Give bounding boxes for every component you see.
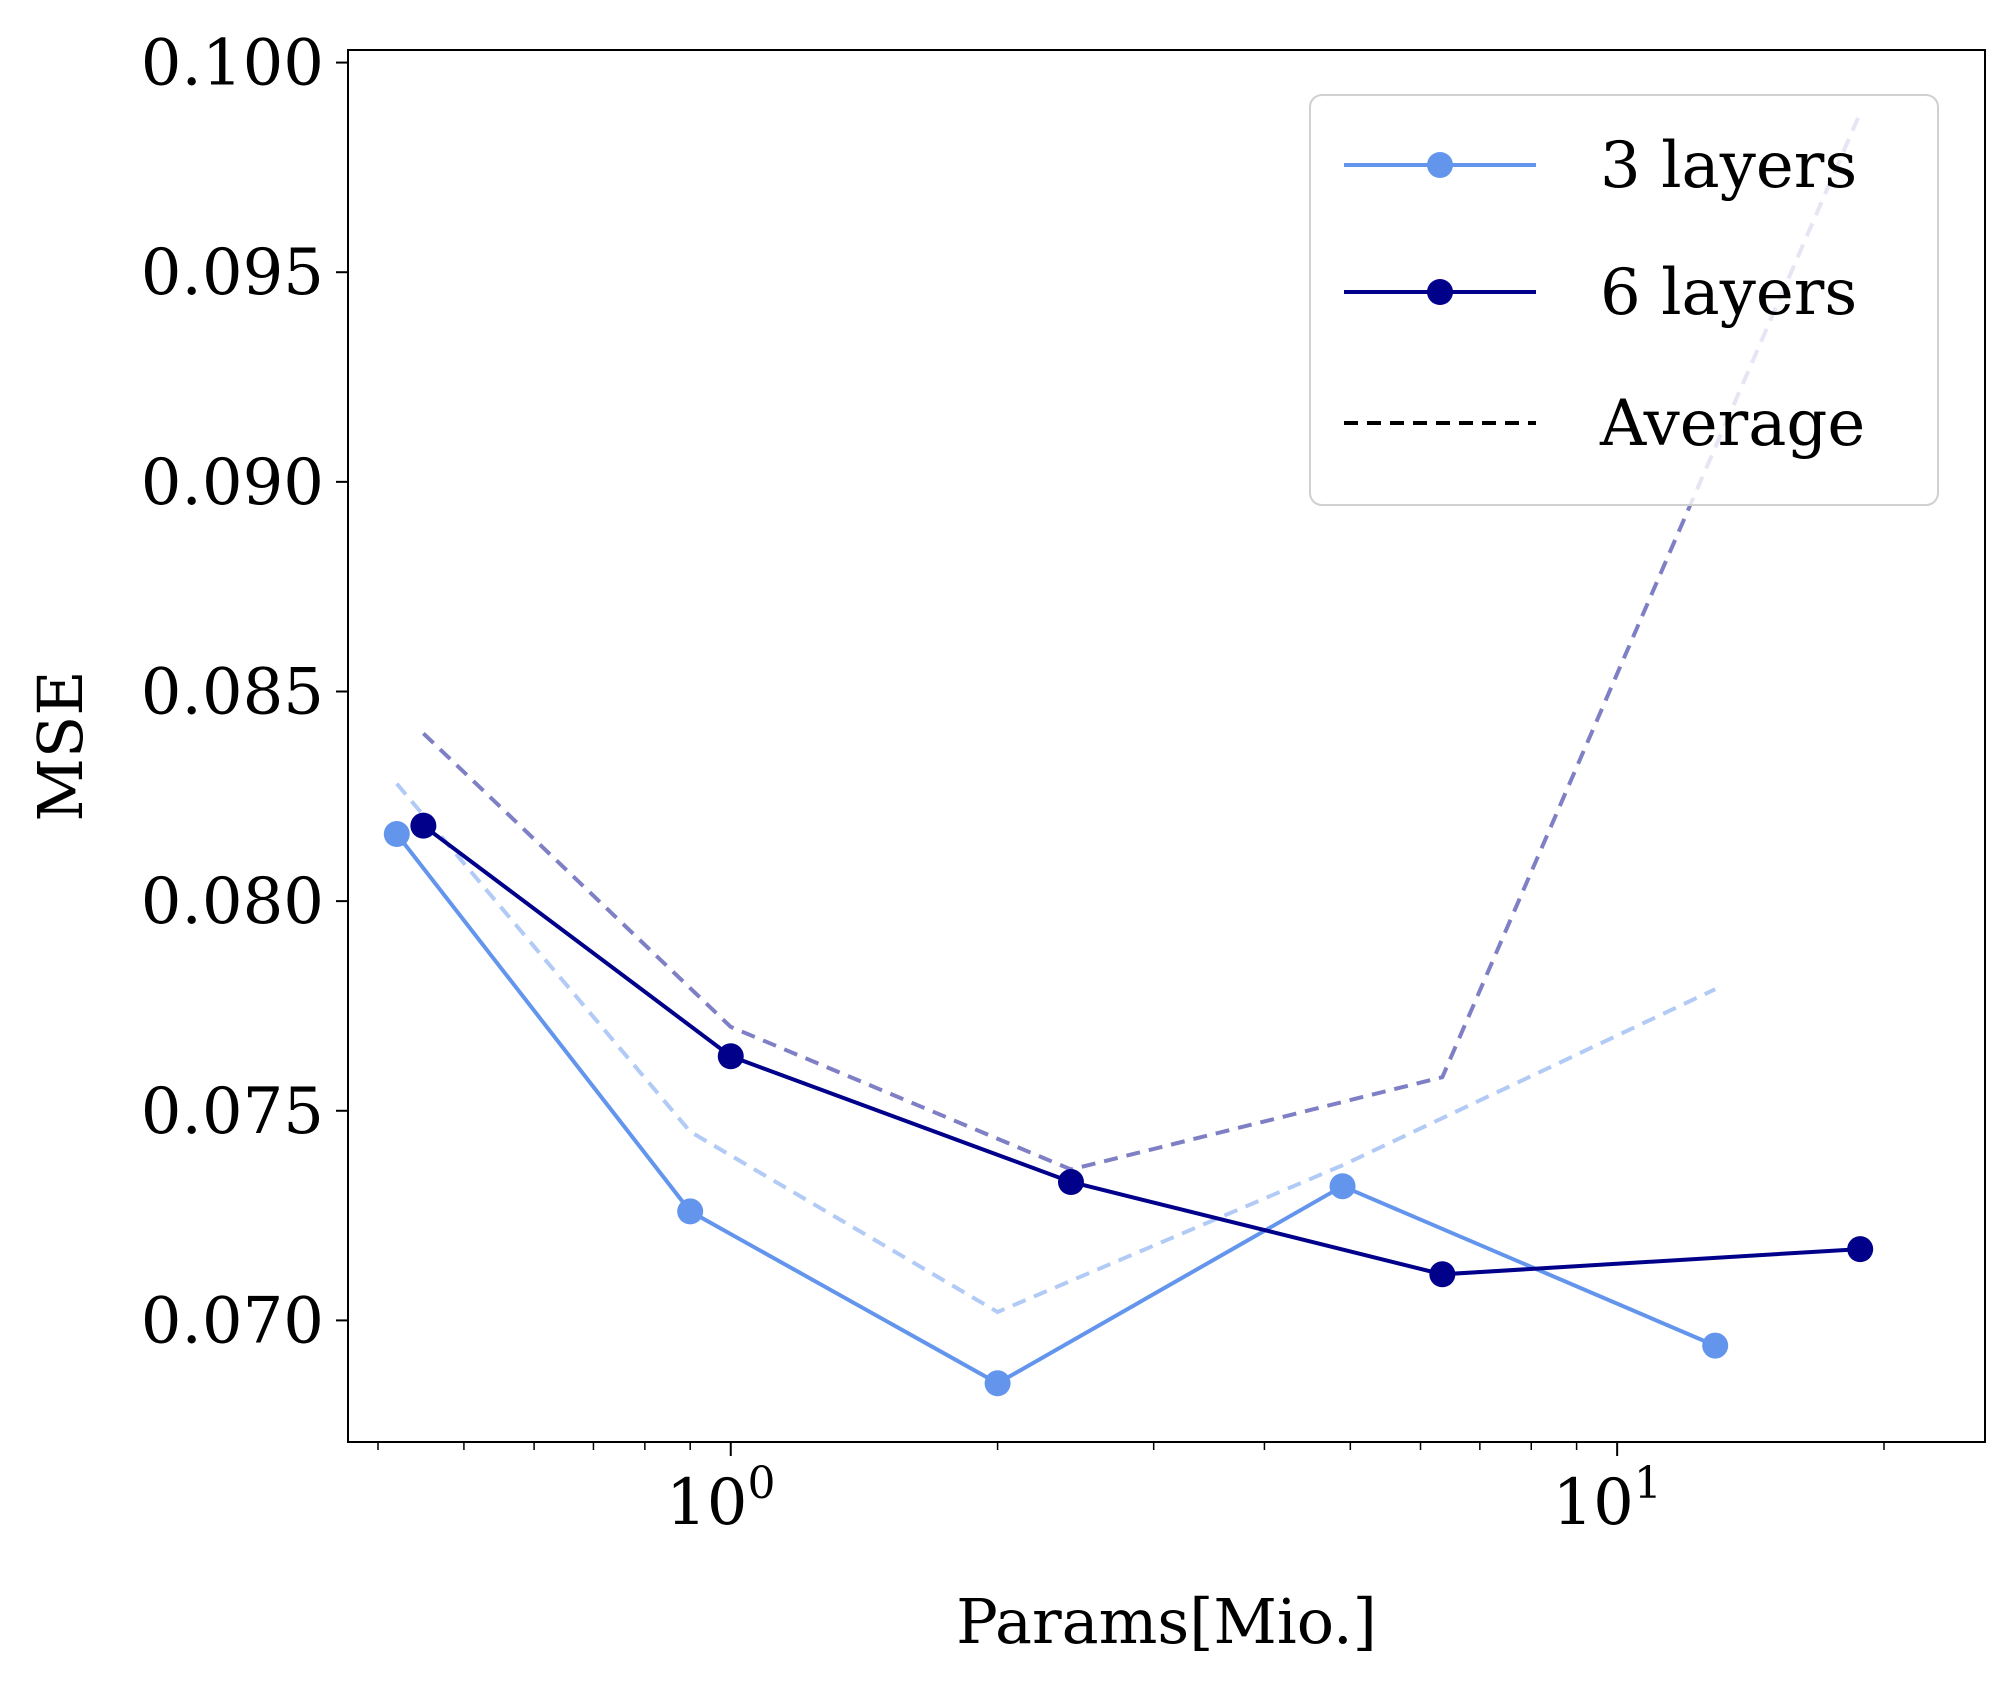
x-axis-label: Params[Mio.] (956, 1585, 1377, 1658)
data-point-6-layers (1429, 1261, 1456, 1288)
legend: 3 layers 6 layers Average (1309, 94, 1939, 506)
y-tick-label: 0.090 (141, 446, 324, 520)
data-point-3-layers (1329, 1173, 1356, 1200)
y-tick-label: 0.070 (141, 1284, 324, 1358)
y-tick-label: 0.095 (141, 236, 324, 310)
data-point-6-layers (1847, 1236, 1874, 1263)
y-tick-label: 0.080 (141, 865, 324, 939)
average-line-3-layers (395, 782, 1717, 1315)
y-tick-label: 0.085 (141, 655, 324, 729)
legend-label-3-layers: 3 layers (1600, 129, 1857, 203)
legend-box (1309, 94, 1939, 506)
data-point-6-layers (1057, 1169, 1084, 1196)
data-point-3-layers (984, 1370, 1011, 1397)
legend-marker-3-layers (1427, 152, 1453, 178)
data-point-3-layers (383, 821, 410, 848)
data-point-3-layers (1702, 1332, 1729, 1359)
y-axis-label: MSE (24, 670, 97, 821)
data-point-3-layers (677, 1198, 704, 1225)
y-tick-label: 0.075 (141, 1075, 324, 1149)
legend-label-average: Average (1599, 387, 1865, 461)
y-tick-label: 0.100 (141, 27, 324, 101)
legend-marker-6-layers (1427, 279, 1453, 305)
data-point-6-layers (717, 1043, 744, 1070)
data-point-6-layers (410, 812, 437, 839)
legend-label-6-layers: 6 layers (1600, 256, 1857, 330)
axes-frame (347, 49, 1986, 1443)
plot-area (383, 112, 1874, 1397)
